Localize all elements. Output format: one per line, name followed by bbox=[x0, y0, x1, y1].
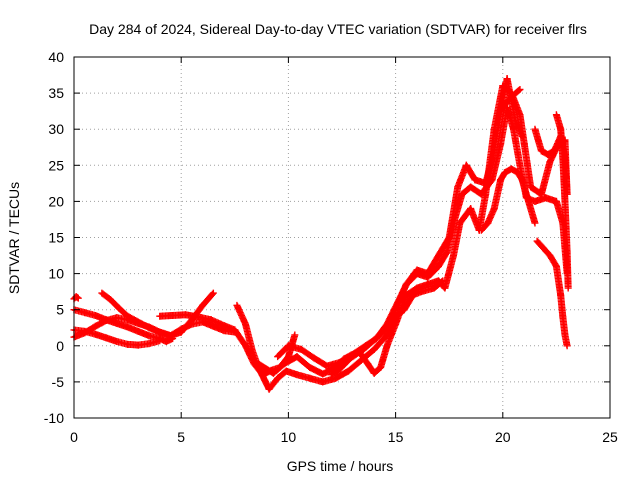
x-tick-label: 20 bbox=[495, 429, 511, 445]
x-tick-label: 10 bbox=[281, 429, 297, 445]
y-tick-label: 5 bbox=[56, 302, 64, 318]
x-tick-label: 15 bbox=[388, 429, 404, 445]
data-point bbox=[563, 342, 571, 350]
y-tick-label: 40 bbox=[48, 49, 64, 65]
data-point bbox=[515, 86, 523, 94]
data-point bbox=[208, 290, 216, 298]
data-series bbox=[477, 165, 539, 234]
data-point bbox=[74, 294, 82, 302]
grid bbox=[74, 57, 610, 418]
y-tick-label: 15 bbox=[48, 230, 64, 246]
data-series bbox=[533, 237, 571, 350]
x-tick-label: 5 bbox=[177, 429, 185, 445]
y-tick-label: 30 bbox=[48, 121, 64, 137]
tick-labels: 0 5 10 15 20 25 -10 -5 0 5 10 15 20 25 30 35 40 bbox=[44, 49, 618, 445]
y-tick-label: 10 bbox=[48, 266, 64, 282]
y-tick-label: 25 bbox=[48, 157, 64, 173]
data-series bbox=[98, 289, 217, 340]
y-tick-label: -5 bbox=[52, 374, 65, 390]
y-axis-label: SDTVAR / TECUs bbox=[6, 182, 22, 294]
data-point bbox=[156, 337, 164, 345]
x-tick-label: 25 bbox=[602, 429, 618, 445]
x-axis-label: GPS time / hours bbox=[287, 458, 394, 474]
data-series bbox=[552, 111, 572, 292]
data-point bbox=[531, 219, 539, 227]
data-point bbox=[564, 284, 572, 292]
data-series bbox=[499, 85, 524, 112]
y-tick-label: 0 bbox=[56, 338, 64, 354]
data-layer bbox=[70, 75, 572, 393]
y-tick-label: 35 bbox=[48, 85, 64, 101]
x-tick-label: 0 bbox=[70, 429, 78, 445]
data-point bbox=[291, 331, 299, 339]
y-tick-label: -10 bbox=[44, 410, 64, 426]
data-point bbox=[516, 85, 524, 93]
data-point bbox=[73, 293, 81, 301]
axis-ticks bbox=[73, 56, 611, 419]
y-tick-label: 20 bbox=[48, 193, 64, 209]
data-point bbox=[209, 289, 217, 297]
chart-title: Day 284 of 2024, Sidereal Day-to-day VTE… bbox=[89, 21, 587, 37]
